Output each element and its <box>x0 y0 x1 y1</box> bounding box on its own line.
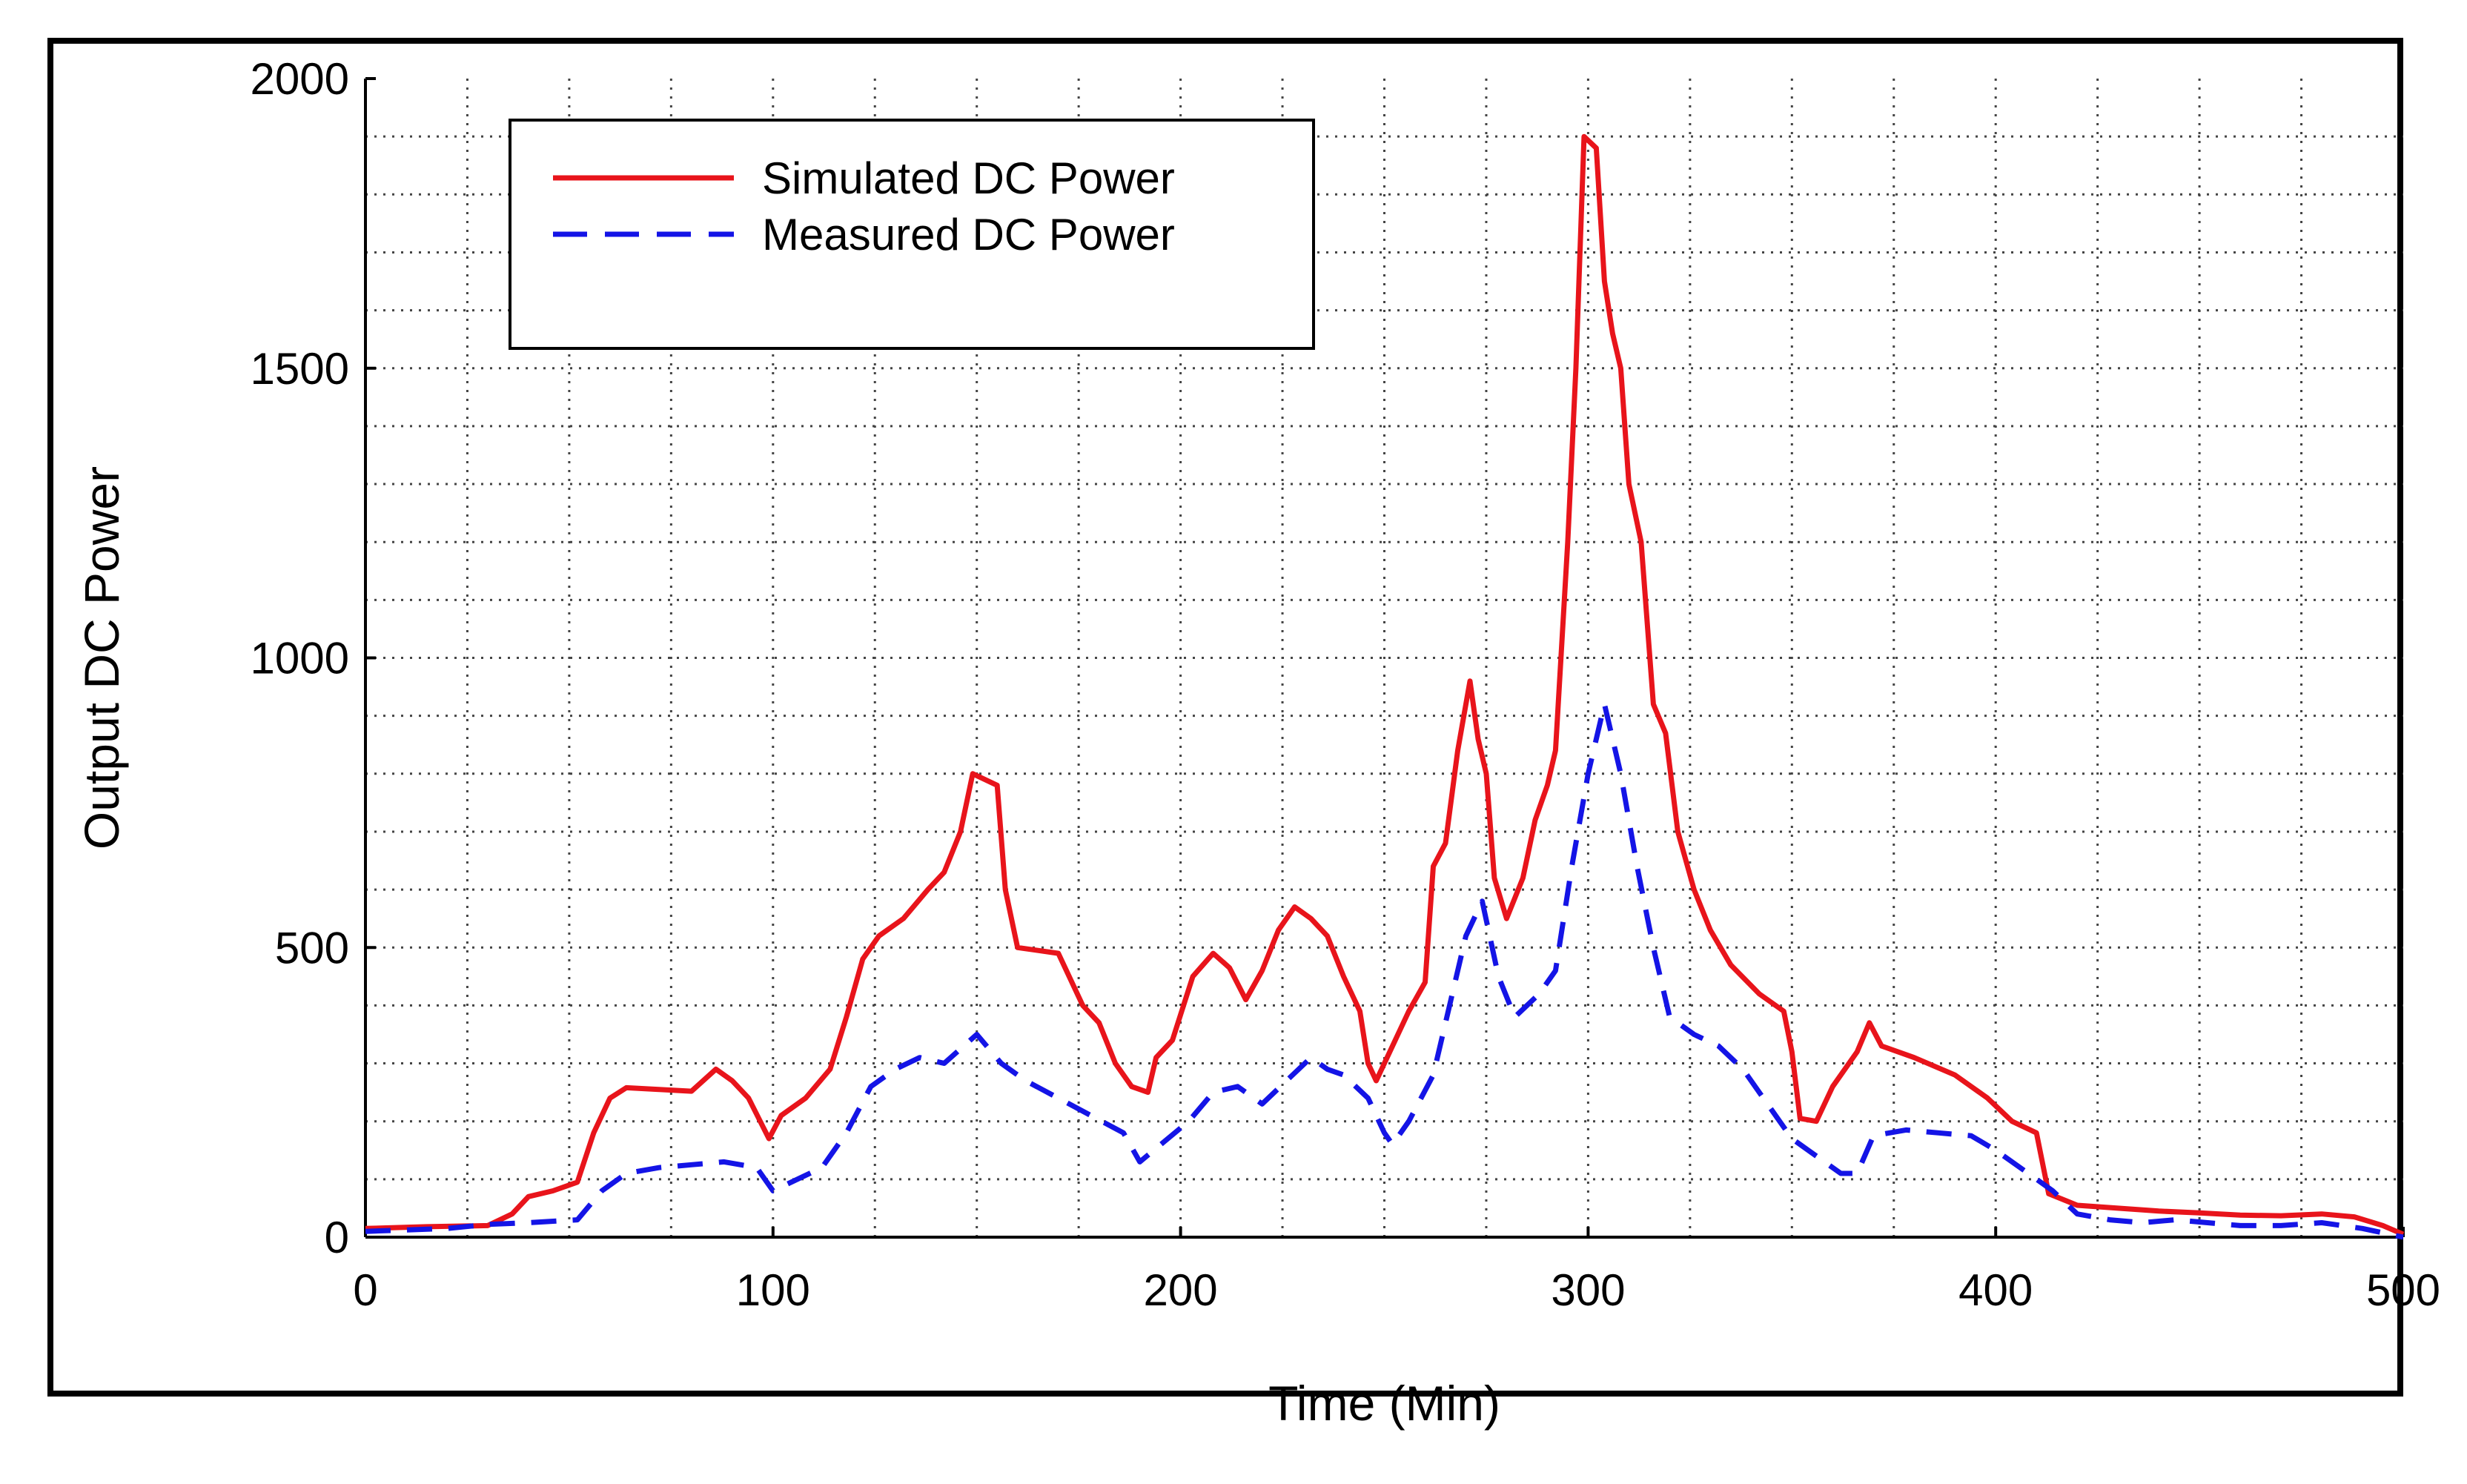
legend-box <box>509 119 1315 350</box>
y-tick-label: 0 <box>325 1213 349 1262</box>
series-lines <box>365 133 2405 1240</box>
measured-dc-power-line <box>365 701 2404 1240</box>
legend-label-simulated: Simulated DC Power <box>762 153 1175 203</box>
y-axis-title: Output DC Power <box>74 466 129 849</box>
y-tick-label: 1000 <box>251 634 349 683</box>
x-tick-label: 100 <box>736 1265 810 1315</box>
y-tick-label: 500 <box>275 923 349 973</box>
x-tick-label: 0 <box>353 1265 377 1315</box>
simulated-dc-power-line <box>365 133 2405 1237</box>
x-tick-label: 500 <box>2366 1265 2440 1315</box>
legend: Simulated DC Power Measured DC Power <box>509 119 1315 350</box>
x-tick-label: 300 <box>1551 1265 1625 1315</box>
ticks: 0 100 200 300 400 500 0 500 1000 1500 2000 <box>251 54 2441 1315</box>
legend-label-measured: Measured DC Power <box>762 210 1175 259</box>
y-tick-label: 1500 <box>251 344 349 394</box>
y-tick-label: 2000 <box>251 54 349 104</box>
x-tick-label: 400 <box>1958 1265 2033 1315</box>
x-axis-title: Time (Min) <box>1268 1376 1500 1431</box>
x-tick-label: 200 <box>1144 1265 1218 1315</box>
